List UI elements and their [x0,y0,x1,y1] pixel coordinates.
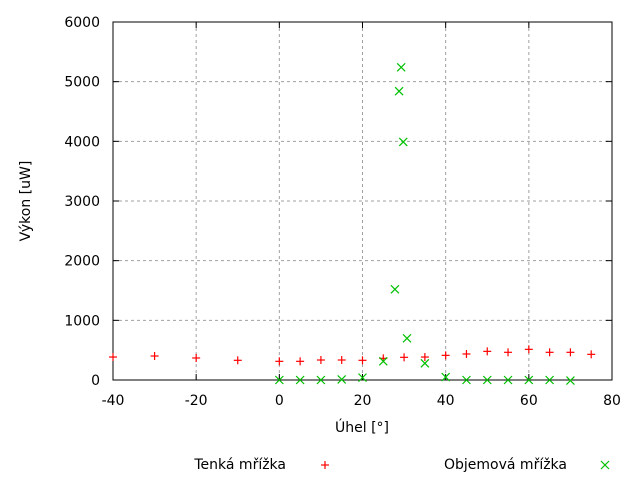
legend-marker-plus [321,461,329,469]
data-point-tenka [109,353,117,362]
data-point-tenka [358,356,367,365]
x-tick-label: 60 [520,393,538,409]
data-point-tenka [296,357,305,366]
data-point-objemova [402,333,412,343]
x-tick-label: 0 [275,393,284,409]
data-point-tenka [150,352,159,361]
legend-label-objemova: Objemová mřížka [444,457,567,473]
legend-label-tenka: Tenká mřížka [193,457,286,473]
x-tick-label: 20 [354,393,372,409]
data-point-objemova [316,375,326,385]
data-point-objemova [398,137,408,147]
data-point-tenka [566,348,575,357]
data-point-objemova [441,372,451,382]
data-point-objemova [274,375,284,385]
data-points [109,62,596,386]
data-point-objemova [390,284,400,294]
data-point-objemova [420,358,430,368]
data-point-objemova [396,62,406,72]
data-point-tenka [483,347,492,356]
data-point-tenka [337,356,346,365]
x-tick-label: 80 [603,393,621,409]
data-point-objemova [503,375,513,385]
y-axis-label: Výkon [uW] [18,161,34,242]
data-point-objemova [295,375,305,385]
data-point-tenka [316,356,325,365]
y-tick-label: 6000 [64,15,100,31]
data-point-objemova [565,376,575,386]
data-point-tenka [192,353,201,362]
grid [113,22,612,380]
y-tick-label: 2000 [64,254,100,270]
data-point-objemova [462,375,471,385]
data-point-tenka [441,351,450,360]
data-point-tenka [233,356,242,365]
y-tick-label: 4000 [64,134,100,150]
y-tick-label: 1000 [64,313,100,329]
data-point-tenka [587,350,596,359]
data-point-objemova [378,356,388,366]
y-tick-label: 5000 [64,75,100,91]
legend-plus-icon [321,461,329,469]
legend-marker-cross [600,460,610,470]
x-axis-label: Úhel [°] [335,418,389,436]
data-point-tenka [400,353,409,362]
axis-ticks: -40 -20 0 20 40 60 80 0 1000 2000 3000 4000 5000 6000 [64,15,621,409]
legend-cross-icon [600,460,610,470]
data-point-objemova [524,375,534,385]
data-point-tenka [545,348,554,357]
x-tick-label: -20 [185,393,208,409]
data-point-objemova [337,374,347,384]
y-tick-label: 3000 [64,194,100,210]
data-point-objemova [358,373,367,383]
legend: Tenká mřížka Objemová mřížka [193,457,610,473]
y-tick-label: 0 [91,373,100,389]
data-point-tenka [275,357,284,366]
data-point-tenka [504,348,513,357]
data-point-tenka [462,349,471,358]
data-point-objemova [482,375,492,385]
data-point-objemova [545,375,555,385]
x-tick-label: -40 [102,393,125,409]
data-point-tenka [420,353,429,362]
x-tick-label: 40 [437,393,455,409]
data-point-tenka [524,345,533,354]
data-point-objemova [394,86,404,96]
